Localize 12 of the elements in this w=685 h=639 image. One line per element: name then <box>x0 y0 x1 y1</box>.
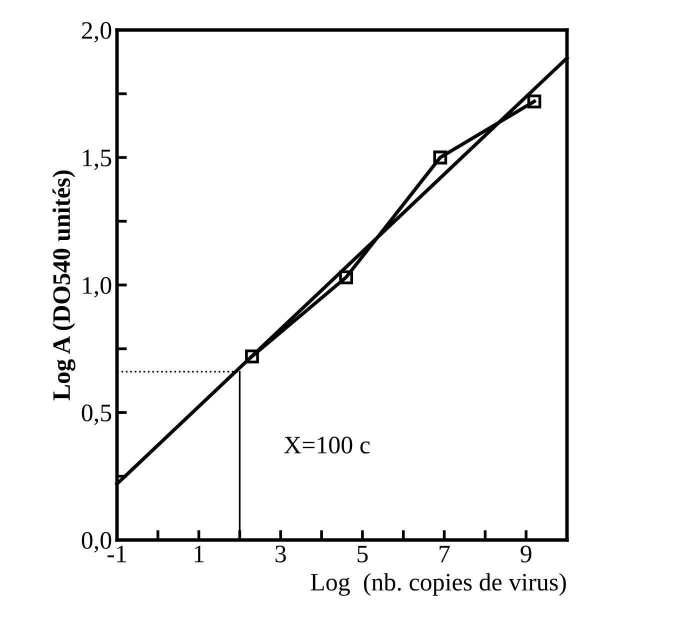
x-tick-label: 3 <box>276 546 286 562</box>
x-tick-label: 5 <box>358 546 368 562</box>
x-tick-label: 1 <box>194 546 204 562</box>
y-tick-label: 1,0 <box>83 277 112 298</box>
y-tick-label: 1,5 <box>83 150 112 170</box>
y-tick-label: 0,5 <box>82 404 112 426</box>
y-tick-label: 2,0 <box>82 22 112 43</box>
x-tick-label: 7 <box>440 546 450 562</box>
y-axis-title: Log A (DO540 unités) <box>52 170 76 400</box>
x-axis-title: Log (nb. copies de virus) <box>310 573 566 596</box>
annotation: X=100 c <box>284 436 370 454</box>
x-tick-label: 9 <box>520 546 532 562</box>
